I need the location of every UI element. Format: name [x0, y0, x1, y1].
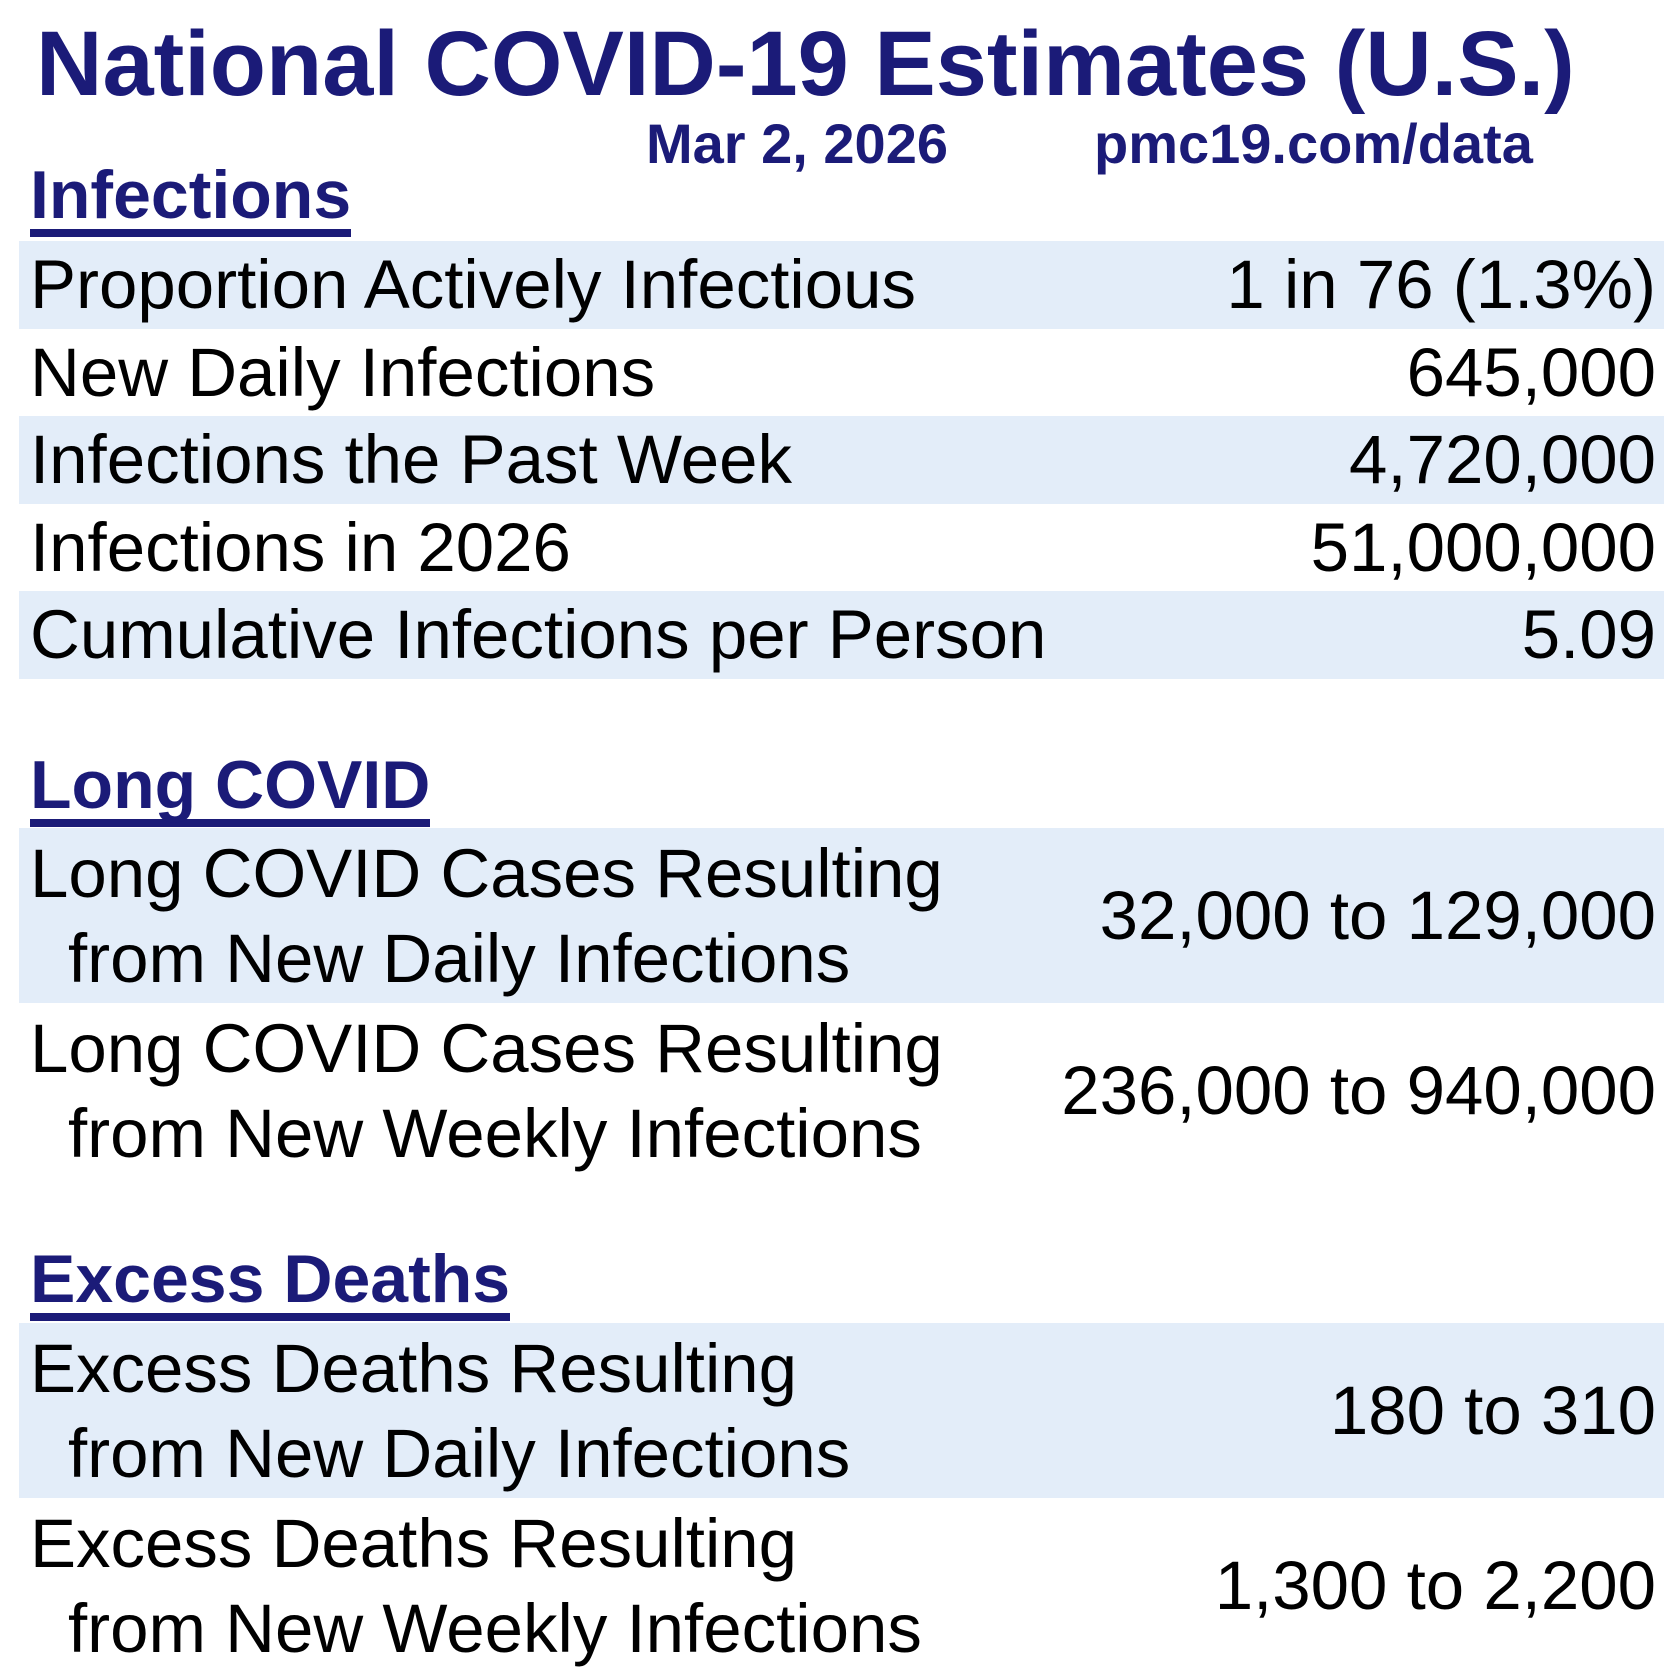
table-row: Excess Deaths Resulting from New Weekly … [19, 1498, 1664, 1673]
row-label-line2: from New Weekly Infections [68, 1589, 922, 1667]
row-label: New Daily Infections [30, 333, 656, 411]
row-value: 4,720,000 [1349, 421, 1656, 499]
row-value: 236,000 to 940,000 [1061, 1052, 1656, 1129]
source-url: pmc19.com/data [1094, 112, 1533, 175]
row-label: Excess Deaths Resulting from New Weekly … [19, 1501, 922, 1671]
long-covid-table: Long COVID Cases Resulting from New Dail… [19, 828, 1664, 1178]
row-label: Long COVID Cases Resulting from New Week… [19, 1006, 943, 1176]
row-label: Long COVID Cases Resulting from New Dail… [19, 831, 943, 1001]
row-label: Infections in 2026 [30, 508, 571, 586]
row-value: 1,300 to 2,200 [1214, 1547, 1656, 1624]
row-label: Proportion Actively Infectious [30, 246, 916, 324]
table-row: Long COVID Cases Resulting from New Dail… [19, 828, 1664, 1003]
row-label-line2: from New Weekly Infections [68, 1094, 922, 1172]
excess-deaths-table: Excess Deaths Resulting from New Daily I… [19, 1323, 1664, 1673]
table-row: New Daily Infections 645,000 [19, 329, 1664, 417]
row-value: 51,000,000 [1310, 508, 1656, 586]
row-label-line1: Excess Deaths Resulting [30, 1504, 798, 1582]
row-value: 32,000 to 129,000 [1099, 877, 1656, 954]
row-value: 180 to 310 [1329, 1372, 1656, 1449]
row-label-line1: Long COVID Cases Resulting [30, 834, 943, 912]
infections-table: Proportion Actively Infectious 1 in 76 (… [19, 241, 1664, 679]
row-label-line1: Excess Deaths Resulting [30, 1329, 798, 1407]
row-label: Infections the Past Week [30, 421, 792, 499]
row-label-line2: from New Daily Infections [68, 919, 851, 997]
section-heading-long-covid: Long COVID [30, 751, 431, 827]
table-row: Infections the Past Week 4,720,000 [19, 416, 1664, 504]
section-heading-infections: Infections [30, 161, 352, 237]
table-row: Excess Deaths Resulting from New Daily I… [19, 1323, 1664, 1498]
table-row: Proportion Actively Infectious 1 in 76 (… [19, 241, 1664, 329]
row-label: Excess Deaths Resulting from New Daily I… [19, 1326, 850, 1496]
row-label-line1: Long COVID Cases Resulting [30, 1009, 943, 1087]
row-value: 1 in 76 (1.3%) [1226, 246, 1656, 324]
table-row: Long COVID Cases Resulting from New Week… [19, 1003, 1664, 1178]
page-title: National COVID-19 Estimates (U.S.) [36, 13, 1575, 115]
row-value: 645,000 [1406, 333, 1656, 411]
report-date: Mar 2, 2026 [646, 112, 948, 175]
row-label: Cumulative Infections per Person [30, 596, 1047, 674]
row-value: 5.09 [1521, 596, 1656, 674]
table-row: Infections in 2026 51,000,000 [19, 504, 1664, 592]
table-row: Cumulative Infections per Person 5.09 [19, 591, 1664, 679]
row-label-line2: from New Daily Infections [68, 1414, 851, 1492]
section-heading-excess-deaths: Excess Deaths [30, 1245, 511, 1321]
